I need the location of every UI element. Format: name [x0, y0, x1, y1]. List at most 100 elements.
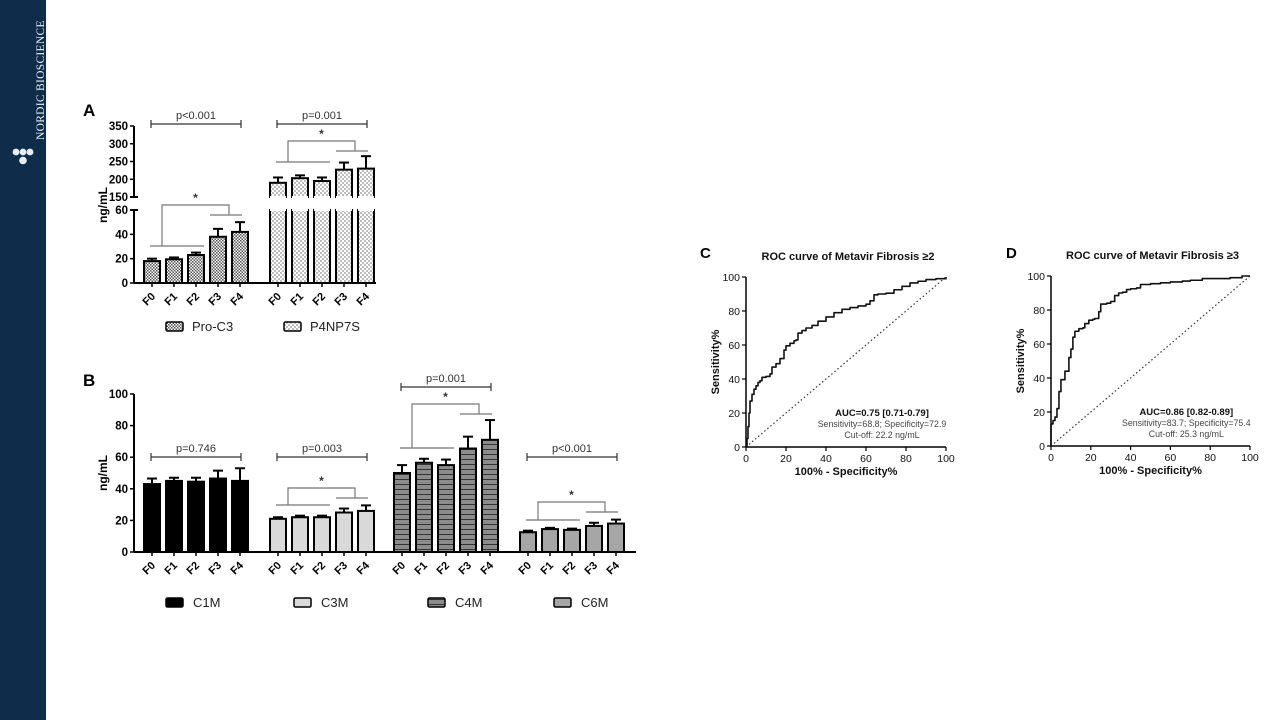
d-ylabel: Sensitivity%: [1015, 328, 1027, 393]
c-xtick-label: 0: [743, 453, 749, 465]
b-c1m-xtick-label: F1: [163, 560, 181, 578]
b-c6m-xtick-label: F3: [583, 560, 601, 578]
d-xtick-label: 0: [1048, 452, 1054, 464]
c-cutoff: Cut-off: 22.2 ng/mL: [844, 430, 919, 440]
b-c3m-xtick-label: F4: [355, 559, 373, 577]
b-c4m-sig-bracket: [411, 403, 480, 448]
d-xtick-label: 80: [1204, 452, 1216, 464]
b-c1m-xtick-label: F3: [207, 560, 225, 578]
panel-label-b: B: [83, 371, 95, 390]
a-proc3-xtick-label: F1: [163, 291, 181, 309]
a-proc3-xtick-label: F3: [207, 291, 225, 309]
d-ytick-label: 20: [1033, 407, 1045, 419]
b-c1m-p-label: p=0.746: [176, 443, 216, 455]
b-c3m-bar: [269, 517, 287, 554]
b-c4m-xtick-label: F4: [479, 559, 497, 577]
d-xlabel: 100% - Specificity%: [1099, 465, 1202, 477]
b-legend-label: C1M: [193, 595, 220, 610]
b-ytick-label: 20: [115, 515, 128, 527]
d-ytick-label: 100: [1027, 271, 1045, 283]
b-c3m-xtick-label: F3: [333, 560, 351, 578]
b-c1m-xtick-label: F0: [141, 560, 159, 578]
c-sens-spec: Sensitivity=68.8; Specificity=72.9: [818, 419, 947, 429]
b-c1m-bar: [231, 479, 249, 553]
a-legend-swatch-p4np7s: [283, 321, 302, 332]
a-p4np7s-bar: [313, 209, 331, 284]
panel-label-d: D: [1006, 245, 1017, 262]
a-p4np7s-sig-bracket: [287, 140, 356, 162]
a-proc3-bar: [231, 230, 249, 284]
d-roc-curve: [1050, 275, 1250, 446]
b-ytick-label: 80: [115, 421, 128, 433]
chart-c: ROC curve of Metavir Fibrosis ≥2 0 20 40 60 8…: [710, 251, 955, 478]
a-proc3-xtick-label: F2: [185, 291, 203, 309]
d-xtick-label: 20: [1085, 452, 1097, 464]
b-c6m-bar: [541, 528, 559, 554]
b-c4m-xtick-label: F1: [413, 560, 431, 578]
a-p4np7s-p-label: p=0.001: [302, 110, 342, 122]
b-legend-swatch-c6m: [553, 597, 572, 608]
b-c1m-xtick-label: F2: [185, 560, 203, 578]
a-ytick-label: 150: [109, 192, 128, 204]
sidebar: NORDIC BIOSCIENCE: [0, 0, 47, 720]
b-c3m-bar: [357, 509, 375, 554]
a-proc3-bar: [165, 258, 183, 284]
a-ytick-label: 300: [109, 139, 128, 151]
b-c3m-sig-star: *: [319, 474, 324, 488]
a-p4np7s-xtick-label: F3: [333, 291, 351, 309]
c-xtick-label: 20: [780, 453, 792, 465]
c-xlabel: 100% - Specificity%: [795, 466, 898, 478]
c-xtick-label: 40: [820, 453, 832, 465]
b-c1m-bar: [187, 480, 205, 553]
b-ylabel: ng/mL: [96, 455, 110, 491]
b-legend-swatch-c1m: [165, 597, 184, 608]
a-p4np7s-bar: [269, 209, 287, 284]
b-c3m-xtick-label: F1: [289, 560, 307, 578]
b-c6m-xtick-label: F4: [605, 559, 623, 577]
b-c6m-sig-star: *: [569, 488, 574, 502]
b-c1m-xtick-label: F4: [229, 559, 247, 577]
panel-label-c: C: [700, 245, 711, 262]
c-ytick-label: 20: [728, 408, 740, 420]
d-ytick-label: 80: [1033, 305, 1045, 317]
b-c6m-bar: [585, 524, 603, 553]
d-ytick-label: 0: [1039, 441, 1045, 453]
a-ytick-label: 40: [115, 229, 128, 241]
a-ytick-label: 0: [122, 278, 128, 290]
a-ytick-label: 20: [115, 254, 128, 266]
a-p4np7s-xtick-label: F4: [355, 290, 373, 308]
b-c3m-xtick-label: F2: [311, 560, 329, 578]
c-xtick-label: 100: [937, 453, 955, 465]
chart-d: ROC curve of Metavir Fibrosis ≥3 0 20 40 60 8…: [1015, 250, 1259, 477]
b-c4m-bar: [393, 472, 411, 553]
c-ytick-label: 100: [722, 272, 740, 284]
a-p4np7s-xtick-label: F1: [289, 291, 307, 309]
d-ytick-label: 60: [1033, 339, 1045, 351]
b-c4m-bar: [481, 438, 499, 554]
b-c3m-bar: [335, 511, 353, 553]
b-c3m-bar: [313, 516, 331, 553]
c-ytick-label: 60: [728, 340, 740, 352]
b-c6m-xtick-label: F1: [539, 560, 557, 578]
b-c4m-xtick-label: F0: [391, 560, 409, 578]
b-c4m-bar: [437, 464, 455, 554]
d-cutoff: Cut-off: 25.3 ng/mL: [1149, 429, 1224, 439]
b-c4m-p-label: p=0.001: [426, 373, 466, 385]
b-legend-label: C3M: [321, 595, 348, 610]
a-p4np7s-bar: [291, 177, 309, 198]
a-ylabel: ng/mL: [96, 187, 110, 223]
a-ytick-label: 60: [115, 205, 128, 217]
c-title: ROC curve of Metavir Fibrosis ≥2: [762, 251, 935, 263]
b-c4m-bar: [415, 461, 433, 554]
b-c4m-xtick-label: F3: [457, 560, 475, 578]
b-ytick-label: 40: [115, 484, 128, 496]
a-legend-swatch-proc3: [165, 321, 184, 332]
a-p4np7s-sig-star: *: [319, 127, 324, 141]
c-roc-curve: [746, 277, 947, 448]
panel-label-a: A: [83, 101, 95, 120]
b-legend-swatch-c3m: [293, 597, 312, 608]
b-c3m-bar: [291, 516, 309, 553]
